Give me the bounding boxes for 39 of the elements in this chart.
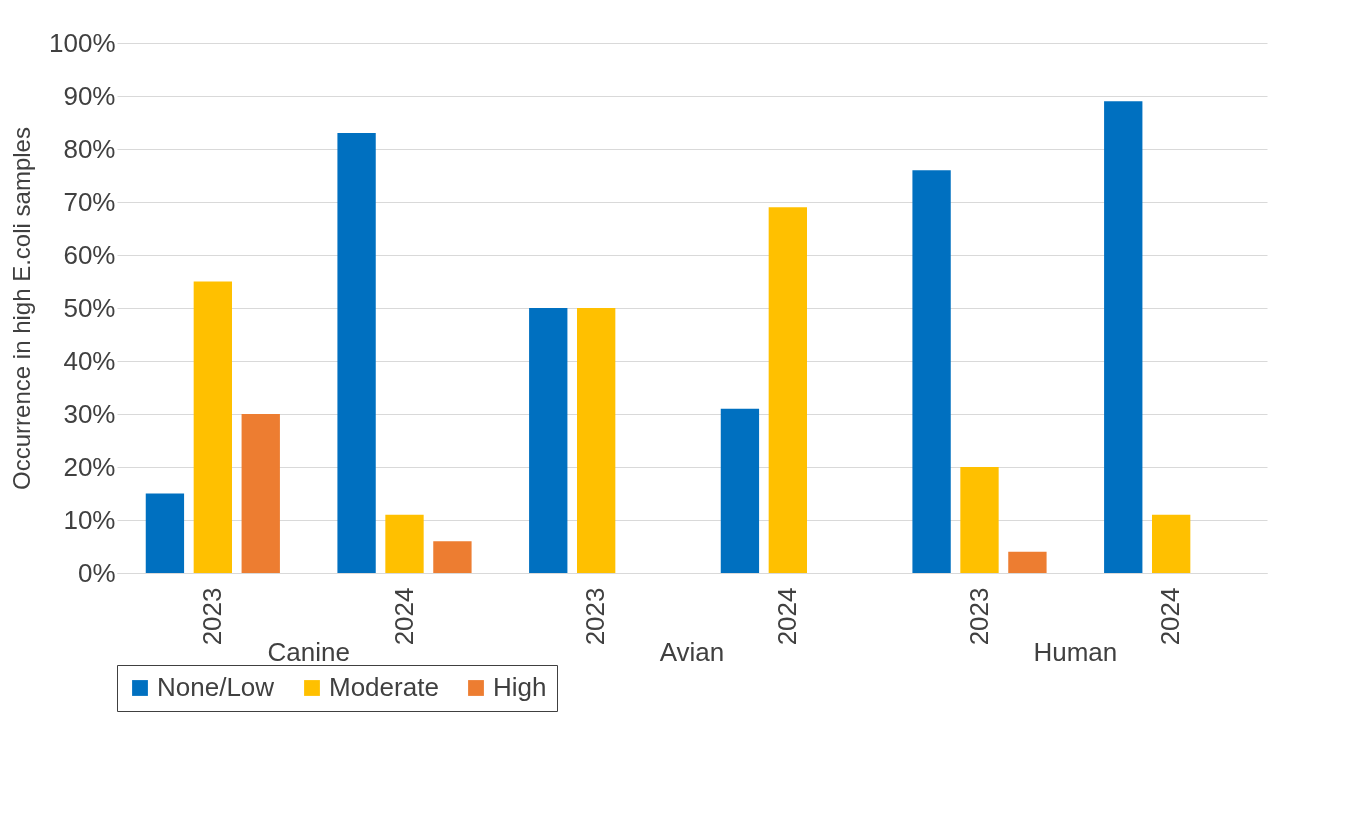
bar (768, 207, 807, 573)
text: Human (1033, 637, 1118, 667)
y-tick-label: 60% (63, 239, 116, 270)
y-tick-label: 40% (63, 345, 116, 376)
text: Avian (659, 637, 725, 667)
y-tick-label: 0% (77, 557, 116, 588)
y-tick-label: 80% (63, 133, 116, 164)
x-tick-label: 2024 (388, 587, 419, 646)
x-tick-label: 2023 (196, 587, 227, 646)
bar (1152, 514, 1191, 573)
bar (1104, 101, 1143, 573)
y-tick-label: 50% (63, 292, 116, 323)
y-tick-label: 90% (63, 80, 116, 111)
y-tick-label: 70% (63, 186, 116, 217)
bar (960, 467, 999, 573)
x-tick-label: 2023 (580, 587, 611, 646)
y-tick-label: 30% (63, 398, 116, 429)
legend-label: None/Low (157, 672, 275, 702)
x-tick-label: 2024 (771, 587, 802, 646)
y-axis-title: Occurrence in high E.coli samples (8, 127, 35, 490)
legend-label: High (493, 672, 547, 702)
y-tick-label: 20% (63, 451, 116, 482)
bar (720, 408, 760, 573)
x-tick-label: 2023 (963, 587, 994, 646)
bar (385, 514, 424, 573)
text: Canine (267, 637, 350, 667)
y-tick-label: 100% (49, 27, 116, 58)
bar (1008, 551, 1047, 573)
bar (529, 308, 568, 573)
bar (337, 133, 376, 573)
bar (193, 281, 232, 573)
bar (912, 170, 951, 573)
bar (577, 308, 616, 573)
bar (145, 493, 185, 573)
bar (433, 541, 472, 573)
bar (241, 414, 280, 573)
legend-label: Moderate (329, 672, 439, 702)
y-tick-label: 10% (63, 504, 116, 535)
x-tick-label: 2024 (1155, 587, 1186, 646)
